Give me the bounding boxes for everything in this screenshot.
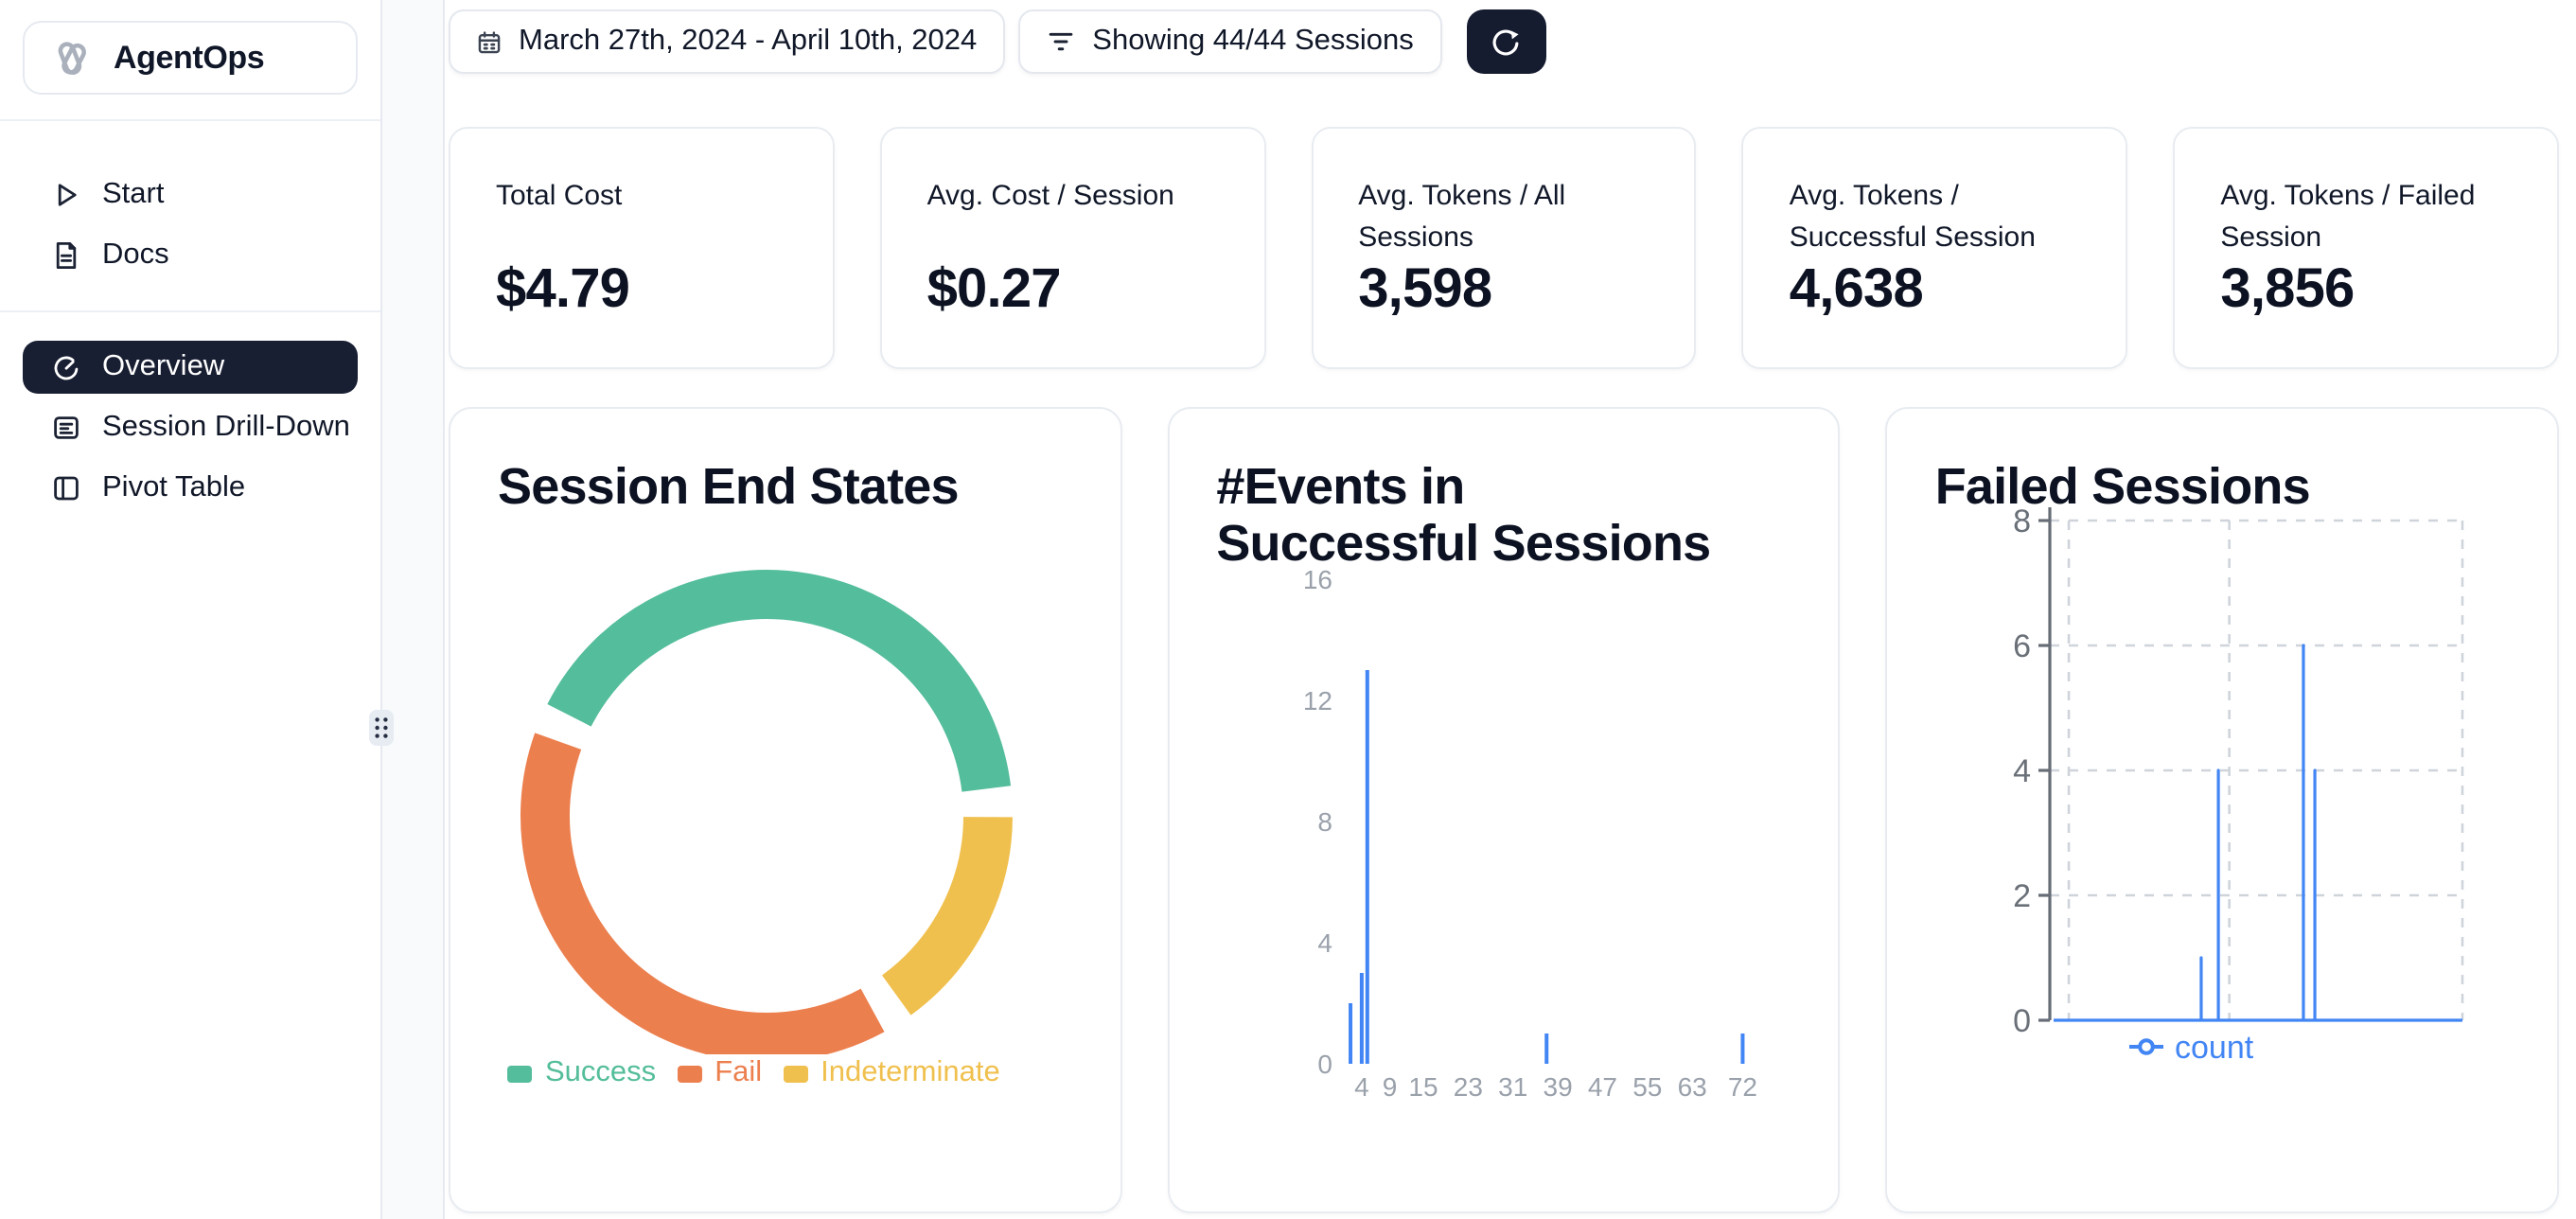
stat-cards-row: Total Cost $4.79 Avg. Cost / Session $0.…	[449, 127, 2559, 369]
svg-text:15: 15	[1408, 1072, 1438, 1102]
chart-title: Failed Sessions	[1934, 458, 2311, 515]
stat-label: Avg. Cost / Session	[926, 180, 1174, 212]
legend-label: Fail	[715, 1056, 763, 1088]
legend-swatch-success	[507, 1065, 532, 1082]
stat-value: $4.79	[496, 259, 630, 320]
stat-label: Avg. Tokens / Failed Session	[2220, 180, 2476, 254]
svg-text:47: 47	[1587, 1072, 1616, 1102]
legend-item-indeterminate[interactable]: Indeterminate	[783, 1056, 1000, 1090]
stat-card-avg-tokens-failed: Avg. Tokens / Failed Session 3,856	[2173, 127, 2559, 369]
calendar-icon	[478, 30, 501, 53]
list-lines-icon	[54, 416, 79, 439]
svg-text:0: 0	[2014, 1003, 2032, 1039]
svg-text:4: 4	[2014, 753, 2032, 789]
paperclip-logo-icon	[58, 41, 86, 74]
sidebar-nav-main: Overview Session Drill-Down	[23, 337, 358, 519]
svg-text:39: 39	[1543, 1072, 1572, 1102]
play-icon	[58, 184, 77, 206]
donut-legend: Success Fail Indeterminate	[507, 1056, 1000, 1090]
document-icon	[56, 241, 77, 269]
chart-cards-row: Session End States Success Fail Indeterm…	[449, 407, 2560, 1213]
legend-label: Success	[545, 1056, 657, 1088]
filter-lines-icon	[1049, 32, 1073, 51]
stat-card-total-cost: Total Cost $4.79	[449, 127, 835, 369]
svg-text:0: 0	[1317, 1050, 1332, 1079]
svg-text:9: 9	[1382, 1072, 1397, 1102]
svg-text:16: 16	[1302, 565, 1332, 594]
sidebar-item-overview[interactable]: Overview	[23, 341, 358, 394]
date-range-label: March 27th, 2024 - April 10th, 2024	[519, 25, 978, 57]
sidebar-item-start[interactable]: Start	[23, 168, 358, 221]
toolbar: March 27th, 2024 - April 10th, 2024 Show…	[449, 9, 2559, 74]
chart-title: Session End States	[498, 458, 960, 515]
session-end-states-card: Session End States Success Fail Indeterm…	[449, 407, 1122, 1213]
sidebar-item-label: Session Drill-Down	[102, 411, 350, 443]
stat-label: Avg. Tokens / Successful Session	[1789, 180, 2036, 254]
date-range-button[interactable]: March 27th, 2024 - April 10th, 2024	[449, 9, 1006, 74]
sidebar-item-label: Pivot Table	[102, 471, 246, 504]
chart-title: #Events in Successful Sessions	[1216, 458, 1711, 573]
legend-swatch-fail	[677, 1065, 702, 1082]
sidebar-divider	[0, 310, 380, 312]
panel-resizer-gutter[interactable]	[369, 0, 445, 1219]
stat-value: 3,598	[1358, 259, 1492, 320]
stat-label: Total Cost	[496, 180, 623, 212]
svg-text:4: 4	[1353, 1072, 1368, 1102]
failed-sessions-card: Failed Sessions 0 2 4 6 8 count	[1885, 407, 2560, 1213]
stat-card-avg-tokens-all: Avg. Tokens / All Sessions 3,598	[1311, 127, 1697, 369]
events-histogram-card: #Events in Successful Sessions 16 12 8 4 0 4 9…	[1167, 407, 1841, 1213]
stat-card-avg-tokens-successful: Avg. Tokens / Successful Session 4,638	[1741, 127, 2128, 369]
sidebar-item-docs[interactable]: Docs	[23, 229, 358, 282]
sidebar-item-label: Start	[102, 178, 165, 210]
legend-label: Indeterminate	[820, 1056, 1000, 1088]
drag-handle[interactable]	[369, 710, 394, 746]
sidebar-item-label: Docs	[102, 238, 169, 271]
stat-value: 4,638	[1789, 259, 1924, 320]
main-content: March 27th, 2024 - April 10th, 2024 Show…	[447, 0, 2576, 1219]
svg-text:8: 8	[2014, 504, 2032, 539]
svg-text:12: 12	[1302, 686, 1332, 716]
columns-icon	[54, 476, 79, 501]
failed-sessions-line-chart: 0 2 4 6 8 count	[2014, 504, 2464, 1066]
sidebar: AgentOps Start Docs	[0, 0, 382, 1219]
sessions-filter-button[interactable]: Showing 44/44 Sessions	[1018, 9, 1442, 74]
gauge-icon	[54, 356, 79, 380]
svg-text:6: 6	[2014, 628, 2032, 664]
stat-value: $0.27	[926, 259, 1062, 320]
legend-swatch-indeterminate	[783, 1065, 808, 1082]
stat-card-avg-cost-session: Avg. Cost / Session $0.27	[879, 127, 1266, 369]
app-title: AgentOps	[114, 39, 265, 75]
session-end-states-donut-chart	[520, 570, 1013, 1054]
stat-value: 3,856	[2220, 259, 2355, 320]
svg-text:8: 8	[1317, 807, 1332, 837]
svg-text:4: 4	[1317, 928, 1332, 958]
refresh-button[interactable]	[1466, 9, 1546, 74]
sessions-filter-label: Showing 44/44 Sessions	[1092, 25, 1414, 57]
refresh-icon	[1493, 28, 1520, 55]
svg-text:count: count	[2176, 1030, 2255, 1066]
sidebar-item-label: Overview	[102, 350, 225, 382]
sidebar-nav-top: Start Docs	[23, 165, 358, 286]
svg-text:63: 63	[1677, 1072, 1706, 1102]
sidebar-item-session-drill-down[interactable]: Session Drill-Down	[23, 401, 358, 454]
legend-item-success[interactable]: Success	[507, 1056, 656, 1090]
sidebar-divider	[0, 119, 380, 121]
stat-label: Avg. Tokens / All Sessions	[1358, 180, 1566, 254]
drag-handle-dots-icon	[375, 717, 388, 738]
legend-item-fail[interactable]: Fail	[677, 1056, 762, 1090]
svg-text:72: 72	[1727, 1072, 1756, 1102]
sidebar-item-pivot-table[interactable]: Pivot Table	[23, 462, 358, 515]
svg-text:2: 2	[2014, 878, 2032, 914]
app-logo[interactable]: AgentOps	[23, 21, 358, 95]
svg-text:55: 55	[1632, 1072, 1662, 1102]
svg-text:23: 23	[1453, 1072, 1482, 1102]
svg-text:31: 31	[1497, 1072, 1526, 1102]
